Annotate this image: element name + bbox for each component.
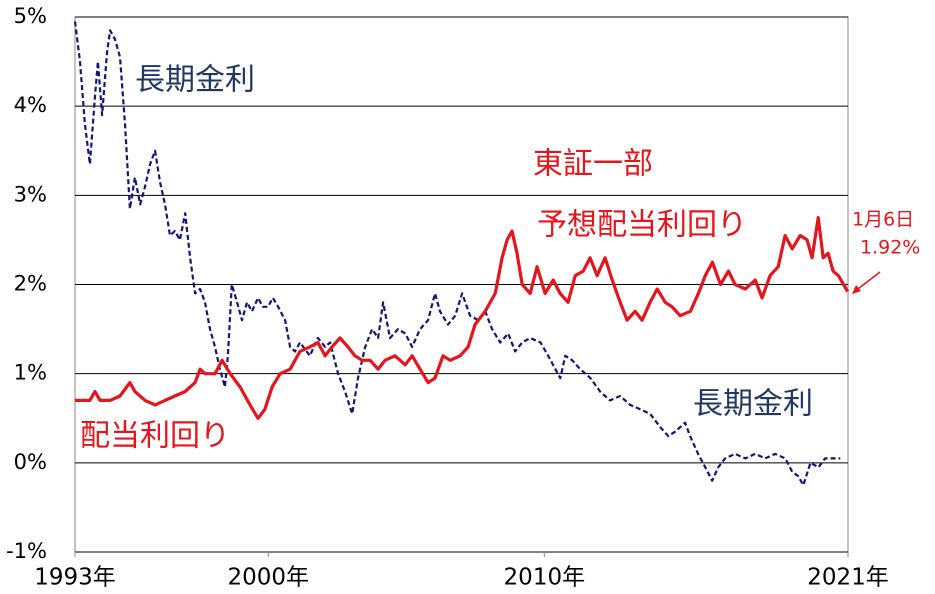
annotation: 1.92% [860, 237, 920, 259]
series-label: 配当利回り [80, 419, 230, 454]
x-tick-label: 1993年 [34, 565, 116, 591]
y-tick-label: 2% [14, 272, 47, 296]
y-tick-label: -1% [6, 539, 47, 563]
x-tick-label: 2021年 [807, 565, 889, 591]
annotation: 予想配当利回り [537, 208, 747, 243]
x-tick-label: 2000年 [227, 565, 309, 591]
y-tick-label: 4% [14, 93, 47, 117]
y-tick-label: 0% [14, 450, 47, 474]
series-label: 長期金利 [693, 387, 813, 422]
y-tick-label: 1% [14, 361, 47, 385]
annotation: 東証一部 [533, 147, 653, 182]
y-tick-label: 5% [14, 4, 47, 28]
lines [73, 21, 850, 487]
grid [74, 16, 849, 557]
series-label: 長期金利 [135, 63, 255, 98]
series-line [75, 216, 850, 420]
arrow-head [852, 285, 861, 294]
x-tick-label: 2010年 [504, 565, 586, 591]
y-tick-label: 3% [14, 182, 47, 206]
series-line [73, 21, 841, 487]
annotation: 1月6日 [852, 209, 914, 231]
